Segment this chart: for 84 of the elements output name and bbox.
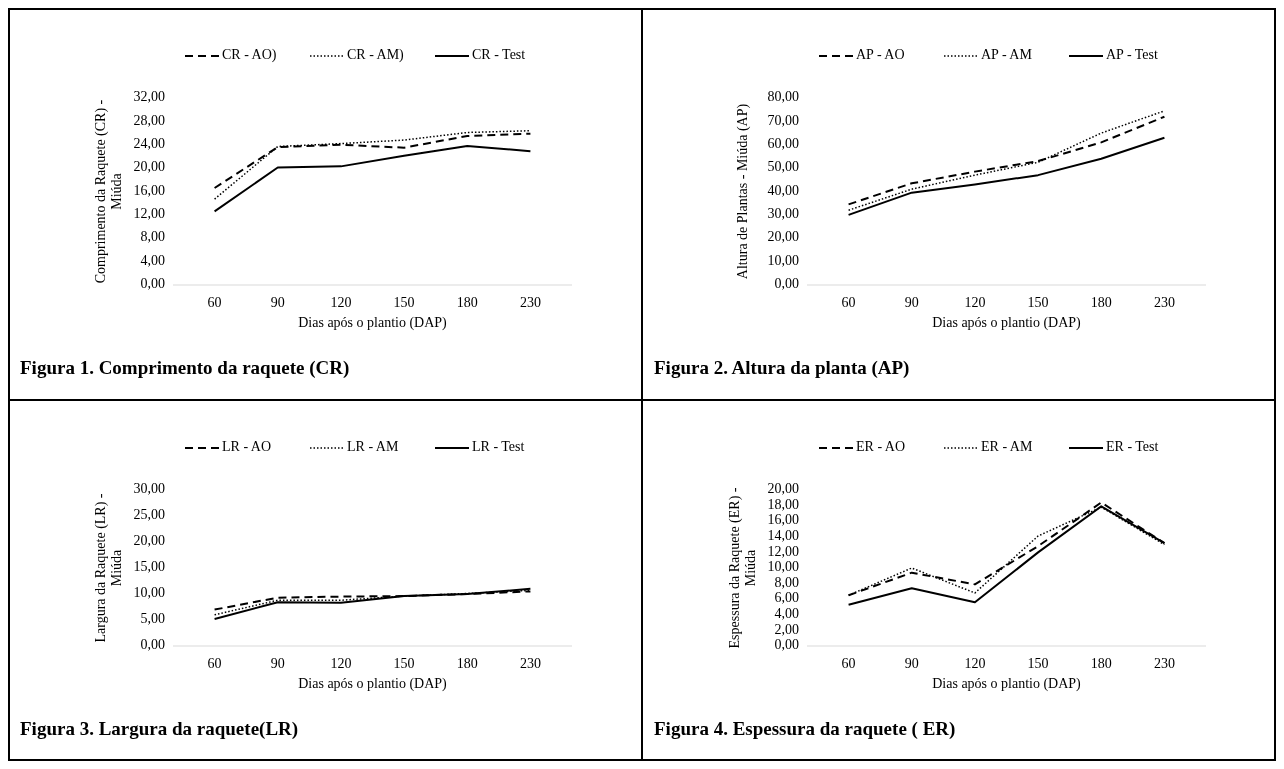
y-tick-label: 20,00 <box>133 533 165 549</box>
text: Figura 4. Espessura da raquete ( ER) <box>654 718 956 740</box>
x-tick-label: 180 <box>1090 656 1112 671</box>
y-tick-label: 16,00 <box>133 182 165 198</box>
x-tick-label: 60 <box>207 295 222 310</box>
y-tick-label: 0,00 <box>774 637 799 653</box>
y-tick-label: 70,00 <box>767 112 799 128</box>
x-tick-label: 90 <box>904 295 919 310</box>
y-tick-label: 30,00 <box>767 206 799 222</box>
y-tick-label: 8,00 <box>774 574 799 590</box>
text: Figura 2. Altura da planta (AP) <box>654 357 910 379</box>
y-tick-label: 10,00 <box>767 559 799 575</box>
legend-label: LR - Test <box>472 439 525 455</box>
y-tick-label: 25,00 <box>133 507 165 523</box>
legend-label: LR - AM <box>347 439 399 455</box>
y-axis-title: Altura de Plantas - Miúda (AP) <box>735 103 751 280</box>
legend-label: ER - AO <box>856 439 905 455</box>
legend-label: ER - Test <box>1106 439 1159 455</box>
y-axis-title: Comprimento da Raquete (CR) - Miúda <box>93 99 124 284</box>
y-tick-label: 0,00 <box>774 276 799 292</box>
x-tick-label: 150 <box>1027 295 1049 310</box>
y-tick-label: 60,00 <box>767 135 799 151</box>
y-tick-label: 20,00 <box>767 229 799 245</box>
y-tick-label: 12,00 <box>767 543 799 559</box>
text: Figura 3. Largura da raquete(LR) <box>20 718 299 740</box>
y-tick-label: 2,00 <box>774 621 799 637</box>
y-tick-label: 16,00 <box>767 512 799 528</box>
x-axis-title: Dias após o plantio (DAP) <box>932 676 1082 692</box>
y-tick-label: 18,00 <box>767 496 799 512</box>
x-axis-title: Dias após o plantio (DAP) <box>298 676 448 692</box>
y-tick-label: 24,00 <box>133 135 165 151</box>
y-tick-label: 0,00 <box>140 276 165 292</box>
legend-label: LR - AO <box>222 439 271 455</box>
y-tick-label: 15,00 <box>133 559 165 575</box>
x-axis-title: Dias após o plantio (DAP) <box>932 315 1082 331</box>
legend-label: CR - AO) <box>222 47 277 64</box>
x-tick-label: 150 <box>393 656 415 671</box>
y-tick-label: 4,00 <box>140 252 165 268</box>
x-tick-label: 180 <box>456 295 478 310</box>
x-tick-label: 90 <box>270 656 285 671</box>
x-tick-label: 120 <box>964 656 986 671</box>
x-tick-label: 230 <box>519 656 541 671</box>
y-tick-label: 28,00 <box>133 112 165 128</box>
legend-label: AP - AM <box>981 47 1033 63</box>
x-tick-label: 90 <box>904 656 919 671</box>
y-tick-label: 50,00 <box>767 159 799 175</box>
legend-label: AP - Test <box>1106 47 1159 63</box>
x-tick-label: 230 <box>1153 656 1175 671</box>
text: Figura 1. Comprimento da raquete (CR) <box>20 357 350 379</box>
legend-label: CR - AM) <box>347 47 405 64</box>
y-tick-label: 12,00 <box>133 206 165 222</box>
y-tick-label: 10,00 <box>133 585 165 601</box>
x-tick-label: 120 <box>330 656 352 671</box>
y-tick-label: 5,00 <box>140 611 165 627</box>
y-tick-label: 4,00 <box>774 606 799 622</box>
x-axis-title: Dias após o plantio (DAP) <box>298 315 448 331</box>
y-tick-label: 8,00 <box>140 229 165 245</box>
legend-label: CR - Test <box>472 47 526 63</box>
x-tick-label: 60 <box>841 295 856 310</box>
legend-label: ER - AM <box>981 439 1033 455</box>
y-tick-label: 30,00 <box>133 481 165 497</box>
x-tick-label: 180 <box>456 656 478 671</box>
y-tick-label: 80,00 <box>767 89 799 105</box>
x-tick-label: 60 <box>841 656 856 671</box>
x-tick-label: 230 <box>519 295 541 310</box>
x-tick-label: 90 <box>270 295 285 310</box>
y-tick-label: 20,00 <box>133 159 165 175</box>
y-tick-label: 32,00 <box>133 89 165 105</box>
x-tick-label: 120 <box>964 295 986 310</box>
x-tick-label: 60 <box>207 656 222 671</box>
x-tick-label: 120 <box>330 295 352 310</box>
y-tick-label: 14,00 <box>767 528 799 544</box>
x-tick-label: 150 <box>393 295 415 310</box>
y-tick-label: 20,00 <box>767 481 799 497</box>
y-axis-title: Espessura da Raquete (ER) - Miúda <box>727 487 758 649</box>
y-tick-label: 0,00 <box>140 637 165 653</box>
x-tick-label: 230 <box>1153 295 1175 310</box>
y-tick-label: 10,00 <box>767 252 799 268</box>
y-axis-title: Largura da Raquete (LR) - Miúda <box>93 493 124 643</box>
legend-label: AP - AO <box>856 47 905 63</box>
x-tick-label: 150 <box>1027 656 1049 671</box>
y-tick-label: 6,00 <box>774 590 799 606</box>
y-tick-label: 40,00 <box>767 182 799 198</box>
x-tick-label: 180 <box>1090 295 1112 310</box>
